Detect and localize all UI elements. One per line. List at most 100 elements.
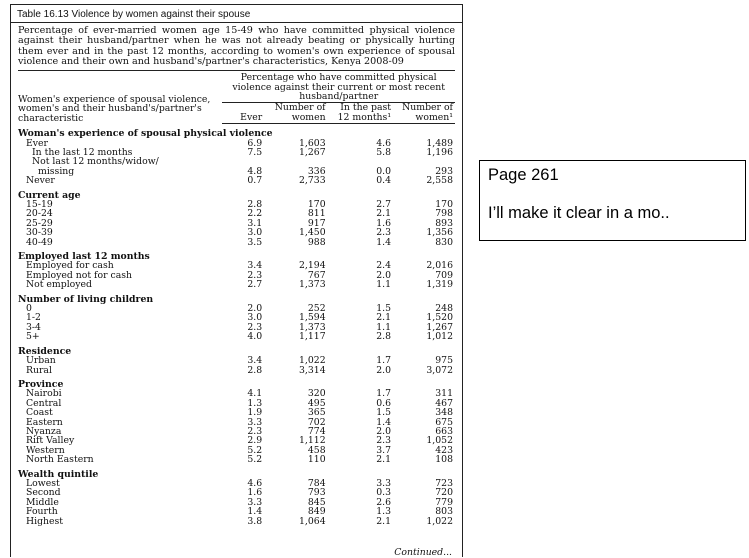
cell-ever: 2.2 — [247, 208, 263, 220]
cell-number-women-2: 170 — [435, 199, 453, 210]
cell-number-women-2: 1,267 — [426, 321, 453, 333]
cell-number-women-2: 1,196 — [426, 146, 453, 158]
cell-number-women: 110 — [307, 454, 326, 466]
row-label: 30-39 — [26, 227, 53, 239]
table-row: Never 0.7 2,733 0.4 2,558 — [18, 175, 455, 187]
row-label: 1-2 — [26, 312, 41, 324]
col-header-number-women: Number of women — [266, 102, 332, 125]
cell-ever: 1.6 — [247, 487, 263, 499]
row-label: North Eastern — [26, 454, 94, 466]
cell-ever: 1.3 — [247, 397, 263, 409]
cell-number-women: 320 — [307, 388, 326, 400]
data-table: Women's experience of spousal violence, … — [18, 71, 455, 526]
section-header-row: Number of living children — [18, 290, 455, 304]
row-label: Coast — [26, 407, 53, 419]
note-box: Page 261 I’ll make it clear in a mo.. — [479, 160, 746, 241]
row-label: 40-49 — [26, 236, 53, 248]
table-row: Rift Valley 2.9 1,112 2.3 1,052 — [18, 435, 455, 447]
cell-past-12-months: 2.4 — [376, 260, 392, 272]
cell-number-women: 365 — [307, 407, 326, 419]
cell-past-12-months: 2.3 — [376, 435, 392, 447]
cell-past-12-months: 1.7 — [376, 355, 392, 367]
cell-number-women-2: 779 — [435, 496, 453, 508]
cell-number-women-2: 1,012 — [426, 331, 453, 343]
cell-number-women-2: 311 — [435, 388, 453, 400]
table-row: Highest 3.8 1,064 2.1 1,022 — [18, 516, 455, 526]
cell-ever: 2.3 — [247, 321, 263, 333]
cell-past-12-months: 0.3 — [376, 487, 392, 499]
table-row: 5+ 4.0 1,117 2.8 1,012 — [18, 331, 455, 343]
col-header-past-12-months: In the past 12 months¹ — [331, 102, 398, 125]
table-row: Employed not for cash 2.3 767 2.0 709 — [18, 269, 455, 281]
cell-number-women: 793 — [307, 487, 326, 499]
cell-number-women: 2,733 — [299, 175, 326, 187]
cell-ever: 1.4 — [247, 506, 263, 518]
row-label: 3-4 — [26, 321, 41, 333]
cell-ever: 4.0 — [247, 331, 263, 343]
cell-number-women: 849 — [307, 506, 326, 518]
cell-number-women-2: 709 — [435, 269, 453, 281]
cell-number-women-2: 248 — [435, 303, 453, 315]
row-label: 5+ — [26, 331, 40, 343]
row-label: Not last 12 months/widow/ — [32, 156, 159, 168]
row-label: Second — [26, 487, 61, 499]
cell-past-12-months: 2.8 — [376, 331, 392, 343]
cell-ever: 3.3 — [247, 496, 263, 508]
cell-number-women-2: 893 — [435, 217, 453, 229]
cell-number-women: 1,373 — [299, 279, 326, 291]
section-header-row: Current age — [18, 186, 455, 200]
table-row: 0 2.0 252 1.5 248 — [18, 303, 455, 315]
section-title: Wealth quintile — [18, 468, 99, 480]
col-header-number-women-2: Number of women¹ — [397, 102, 455, 125]
section-header-row: Residence — [18, 342, 455, 356]
cell-number-women-2: 2,558 — [426, 175, 453, 187]
table-row: Eastern 3.3 702 1.4 675 — [18, 416, 455, 428]
cell-number-women-2: 975 — [435, 355, 453, 367]
cell-past-12-months: 1.4 — [376, 236, 392, 248]
cell-number-women: 811 — [307, 208, 326, 220]
cell-ever: 2.8 — [247, 199, 263, 210]
cell-past-12-months: 1.1 — [376, 321, 392, 333]
section-title: Residence — [18, 345, 72, 357]
cell-ever: 3.5 — [247, 236, 263, 248]
cell-past-12-months: 1.6 — [376, 217, 392, 229]
cell-ever: 4.1 — [247, 388, 263, 400]
cell-ever: 5.2 — [247, 454, 263, 466]
table-row: Nyanza 2.3 774 2.0 663 — [18, 425, 455, 437]
table-row: 15-19 2.8 170 2.7 170 — [18, 199, 455, 210]
cell-past-12-months: 3.3 — [376, 477, 392, 489]
cell-number-women-2: 2,016 — [426, 260, 453, 272]
table-row: missing 4.8 336 0.0 293 — [18, 165, 455, 177]
cell-number-women: 495 — [307, 397, 326, 409]
row-label: Nairobi — [26, 388, 62, 400]
cell-number-women-2: 1,489 — [426, 137, 453, 149]
table-row: In the last 12 months 7.5 1,267 5.8 1,196 — [18, 146, 455, 158]
cell-number-women: 1,022 — [299, 355, 326, 367]
cell-number-women: 845 — [307, 496, 326, 508]
cell-number-women: 1,267 — [299, 146, 326, 158]
table-row: 40-49 3.5 988 1.4 830 — [18, 236, 455, 248]
cell-ever: 3.0 — [247, 312, 263, 324]
cell-ever: 2.0 — [247, 303, 263, 315]
table-row: Not last 12 months/widow/ — [18, 156, 455, 168]
cell-number-women: 1,112 — [299, 435, 326, 447]
cell-past-12-months: 2.7 — [376, 199, 392, 210]
table-row: Middle 3.3 845 2.6 779 — [18, 496, 455, 508]
cell-past-12-months: 1.5 — [376, 407, 392, 419]
cell-number-women: 784 — [307, 477, 326, 489]
cell-number-women-2: 1,356 — [426, 227, 453, 239]
row-label: missing — [38, 165, 75, 177]
cell-number-women-2: 1,319 — [426, 279, 453, 291]
cell-number-women-2: 675 — [435, 416, 453, 428]
cell-past-12-months: 2.1 — [376, 208, 392, 220]
table-row: 3-4 2.3 1,373 1.1 1,267 — [18, 321, 455, 333]
cell-past-12-months: 2.0 — [376, 425, 392, 437]
cell-past-12-months: 2.6 — [376, 496, 392, 508]
row-label-header: Women's experience of spousal violence, … — [18, 93, 211, 125]
cell-ever: 6.9 — [247, 137, 263, 149]
cell-number-women: 767 — [307, 269, 326, 281]
cell-number-women: 1,117 — [299, 331, 326, 343]
cell-past-12-months: 0.0 — [376, 165, 392, 177]
cell-number-women: 336 — [307, 165, 326, 177]
row-label: Eastern — [26, 416, 63, 428]
